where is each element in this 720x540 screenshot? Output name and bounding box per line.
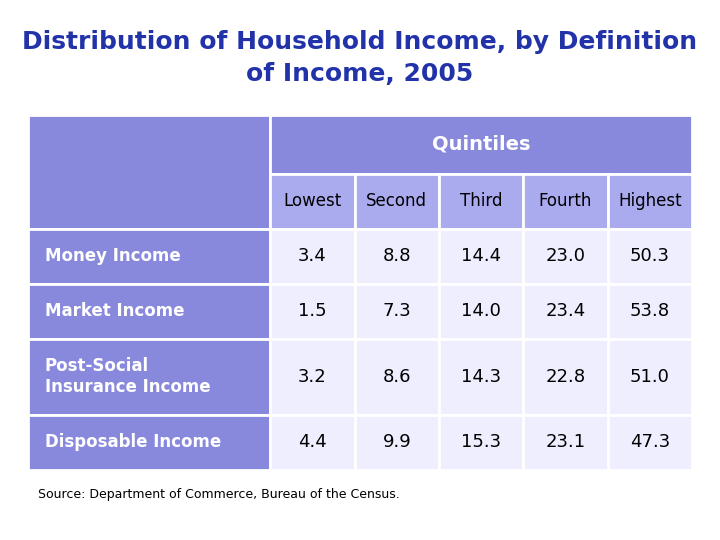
Text: 4.4: 4.4 [298,434,327,451]
Bar [523,284,608,339]
Text: 23.1: 23.1 [546,434,585,451]
Bar [355,284,439,339]
Bar [28,339,271,415]
Bar [28,284,271,339]
Text: 23.0: 23.0 [546,247,585,265]
Bar [523,173,608,228]
Text: 7.3: 7.3 [382,302,411,320]
Bar [271,284,355,339]
Bar [439,284,523,339]
Text: Disposable Income: Disposable Income [45,434,221,451]
Text: 8.8: 8.8 [382,247,411,265]
Text: 9.9: 9.9 [382,434,411,451]
Text: Market Income: Market Income [45,302,184,320]
Text: Source: Department of Commerce, Bureau of the Census.: Source: Department of Commerce, Bureau o… [38,488,400,501]
Bar [608,228,692,284]
Bar [355,173,439,228]
Text: of Income, 2005: of Income, 2005 [246,62,474,86]
Text: 47.3: 47.3 [630,434,670,451]
Bar [271,115,692,173]
Text: 1.5: 1.5 [298,302,327,320]
Text: 14.4: 14.4 [461,247,501,265]
Text: Highest: Highest [618,192,682,210]
Bar [28,415,271,470]
Bar [28,228,271,284]
Text: Quintiles: Quintiles [432,135,531,154]
Text: 22.8: 22.8 [546,368,585,386]
Bar [439,173,523,228]
Text: 8.6: 8.6 [382,368,411,386]
Text: 23.4: 23.4 [545,302,585,320]
Bar [439,415,523,470]
Text: Distribution of Household Income, by Definition: Distribution of Household Income, by Def… [22,30,698,54]
Text: 3.2: 3.2 [298,368,327,386]
Bar [271,415,355,470]
Text: 51.0: 51.0 [630,368,670,386]
Bar [523,228,608,284]
Bar [608,173,692,228]
Text: 50.3: 50.3 [630,247,670,265]
Bar [355,228,439,284]
Bar [523,339,608,415]
Text: Lowest: Lowest [284,192,342,210]
Bar [439,228,523,284]
Text: 14.0: 14.0 [462,302,501,320]
Bar [608,415,692,470]
Bar [271,173,355,228]
Text: Third: Third [460,192,503,210]
Bar [439,339,523,415]
Text: 3.4: 3.4 [298,247,327,265]
Text: Second: Second [366,192,428,210]
Bar [355,415,439,470]
Bar [271,228,355,284]
Text: 15.3: 15.3 [461,434,501,451]
Text: 14.3: 14.3 [461,368,501,386]
Text: Money Income: Money Income [45,247,181,265]
Bar [608,339,692,415]
Bar [28,115,271,228]
Bar [271,339,355,415]
Text: Fourth: Fourth [539,192,592,210]
Bar [355,339,439,415]
Text: Post-Social
Insurance Income: Post-Social Insurance Income [45,357,210,396]
Bar [608,284,692,339]
Bar [523,415,608,470]
Text: 53.8: 53.8 [630,302,670,320]
